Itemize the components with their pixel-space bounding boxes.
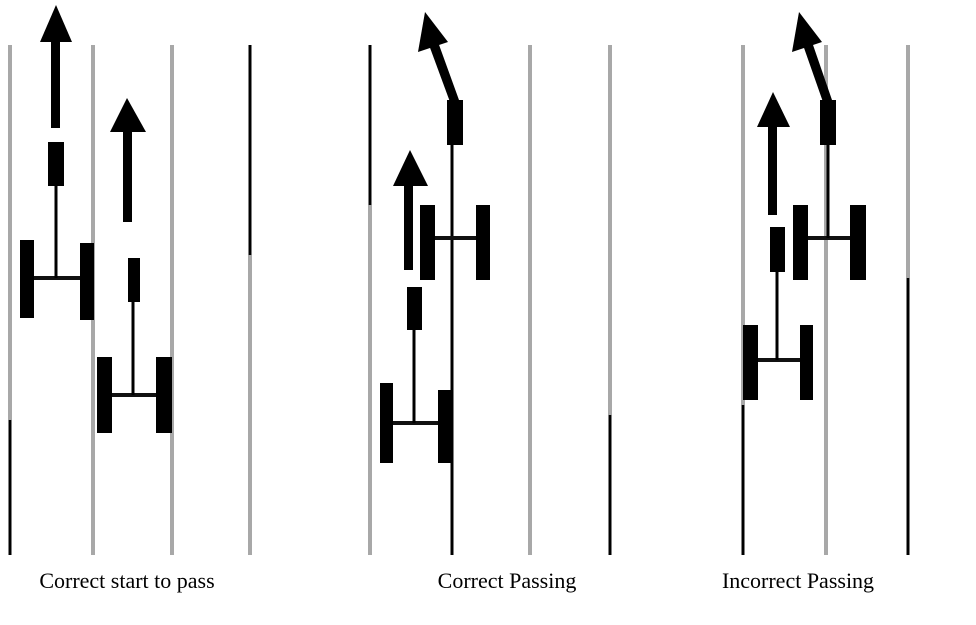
- panel-3: Incorrect Passing: [722, 12, 910, 593]
- front-wheel: [407, 287, 422, 330]
- wheel: [476, 205, 490, 280]
- arrow-shaft: [768, 120, 777, 215]
- arrow-head: [393, 150, 428, 186]
- panel-1: Correct start to pass: [8, 5, 252, 593]
- panel-2: Correct Passing: [368, 12, 612, 593]
- caption: Incorrect Passing: [722, 568, 874, 593]
- wheel: [438, 390, 452, 463]
- wheel: [793, 205, 808, 280]
- vehicle: [418, 12, 490, 280]
- vehicle: [743, 92, 813, 400]
- arrow-shaft: [123, 126, 132, 222]
- wheel: [97, 357, 112, 433]
- caption: Correct Passing: [438, 568, 577, 593]
- wheel: [743, 325, 758, 400]
- arrow-head: [792, 12, 822, 52]
- arrow-head: [40, 5, 72, 42]
- wheel: [380, 383, 393, 463]
- arrow-head: [757, 92, 790, 127]
- vehicle: [97, 98, 172, 433]
- wheel: [800, 325, 813, 400]
- arrow-shaft: [429, 42, 459, 102]
- vehicle: [380, 150, 452, 463]
- arrow-head: [110, 98, 146, 132]
- front-wheel: [447, 100, 463, 145]
- vehicle: [792, 12, 866, 280]
- arrow-shaft: [51, 36, 60, 128]
- front-wheel: [48, 142, 64, 186]
- front-wheel: [770, 227, 785, 272]
- wheel: [156, 357, 172, 433]
- wheel: [420, 205, 435, 280]
- arrow-shaft: [404, 180, 413, 270]
- front-wheel: [128, 258, 140, 302]
- wheel: [850, 205, 866, 280]
- front-wheel: [820, 100, 836, 145]
- wheel: [80, 243, 94, 320]
- vehicle: [20, 5, 94, 320]
- wheel: [20, 240, 34, 318]
- arrow-head: [418, 12, 448, 52]
- arrow-shaft: [803, 42, 832, 102]
- caption: Correct start to pass: [39, 568, 214, 593]
